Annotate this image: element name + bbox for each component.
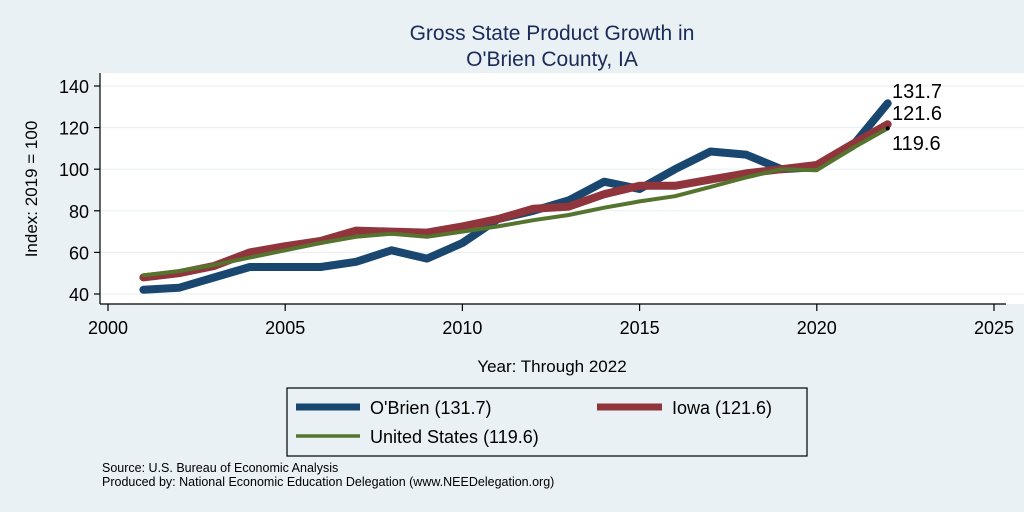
series-lines [139,99,892,294]
legend-label-iowa: Iowa (121.6) [672,398,772,418]
y-axis-title: Index: 2019 = 100 [22,121,41,258]
y-tick-label: 120 [59,119,89,139]
y-axis-ticks: 40 60 80 100 120 140 [59,77,100,305]
y-tick-label: 40 [69,285,89,305]
x-tick-label: 2020 [797,318,837,338]
y-tick-label: 60 [69,243,89,263]
x-tick-label: 2005 [265,318,305,338]
x-axis-ticks: 2000 2005 2010 2015 2020 2025 [88,304,1014,338]
y-tick-label: 80 [69,202,89,222]
y-tick-label: 100 [59,160,89,180]
legend-box [286,387,808,457]
chart-title: Gross State Product Growth in [410,22,695,45]
x-tick-label: 2025 [974,318,1014,338]
x-tick-label: 2015 [620,318,660,338]
x-tick-label: 2010 [442,318,482,338]
end-label-iowa: 121.6 [892,103,942,125]
chart-subtitle: O'Brien County, IA [466,48,638,71]
end-label-united-states: 119.6 [892,133,941,155]
end-label-o-brien: 131.7 [892,81,942,103]
legend-label-us: United States (119.6) [370,427,539,447]
legend-label-obrien: O'Brien (131.7) [370,398,492,418]
legend: O'Brien (131.7) Iowa (121.6) United Stat… [286,387,808,457]
source-note: Source: U.S. Bureau of Economic Analysis [102,461,338,475]
produced-by-note: Produced by: National Economic Education… [102,475,554,489]
end-marker [885,126,890,131]
x-axis-title: Year: Through 2022 [477,357,626,376]
y-tick-label: 140 [59,77,89,97]
x-tick-label: 2000 [88,318,128,338]
series-line-united-states [141,126,890,278]
